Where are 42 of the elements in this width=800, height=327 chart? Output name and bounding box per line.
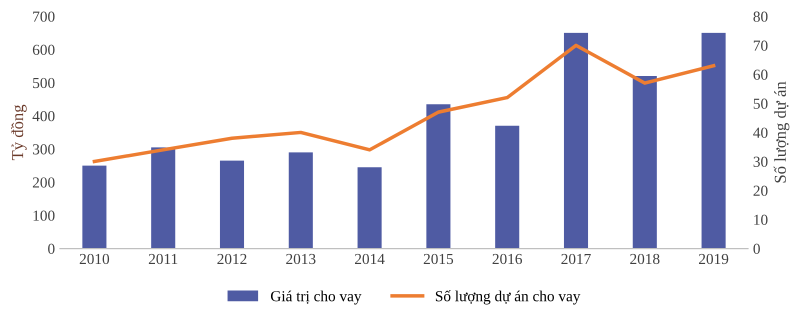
- bar: [288, 152, 313, 249]
- y-tick-label: 200: [32, 177, 55, 188]
- x-tick-label: 2014: [354, 254, 385, 264]
- bar: [564, 32, 588, 249]
- y2-tick-label: 40: [753, 128, 768, 138]
- legend-label: Giá trị cho vay: [270, 290, 362, 304]
- y2-tick-label: 70: [754, 40, 768, 51]
- x-tick-label: 2017: [561, 254, 591, 264]
- y2-tick-label: 0: [753, 244, 760, 254]
- x-tick-label: 2011: [148, 254, 178, 264]
- y-axis-title: Tỷ đồng: [11, 104, 27, 160]
- line-series: [92, 44, 716, 164]
- bar: [702, 32, 726, 249]
- y2-tick-label: 10: [754, 214, 768, 225]
- y2-tick-label: 80: [753, 11, 768, 22]
- y2-axis-title: Số lượng dự án: [774, 82, 790, 182]
- bar: [82, 166, 106, 249]
- x-tick-label: 2013: [286, 254, 316, 264]
- x-tick-label: 2015: [424, 254, 454, 264]
- x-tick-label: 2016: [492, 254, 522, 264]
- x-tick-label: 2018: [630, 254, 660, 264]
- bar: [358, 167, 382, 249]
- legend-label: Số lượng dự án cho vay: [436, 290, 580, 304]
- bar: [220, 160, 244, 249]
- x-tick-label: 2012: [217, 254, 246, 264]
- y-tick-label: 500: [33, 78, 55, 88]
- bar: [426, 104, 450, 249]
- y-tick-label: 400: [32, 110, 55, 122]
- x-tick-label: 2019: [698, 254, 728, 264]
- y2-tick-label: 20: [754, 186, 768, 196]
- x-tick-label: 2010: [80, 254, 110, 264]
- bar: [151, 147, 176, 249]
- bar: [632, 76, 657, 249]
- bar: [495, 126, 520, 249]
- y-tick-label: 0: [48, 244, 55, 254]
- y2-tick-label: 30: [754, 156, 768, 167]
- y2-tick-label: 60: [754, 70, 768, 80]
- y-tick-label: 100: [34, 210, 55, 221]
- y-tick-label: 300: [32, 144, 55, 154]
- y2-tick-label: 50: [754, 98, 768, 109]
- y-tick-label: 600: [32, 44, 55, 55]
- y-tick-label: 700: [33, 11, 55, 22]
